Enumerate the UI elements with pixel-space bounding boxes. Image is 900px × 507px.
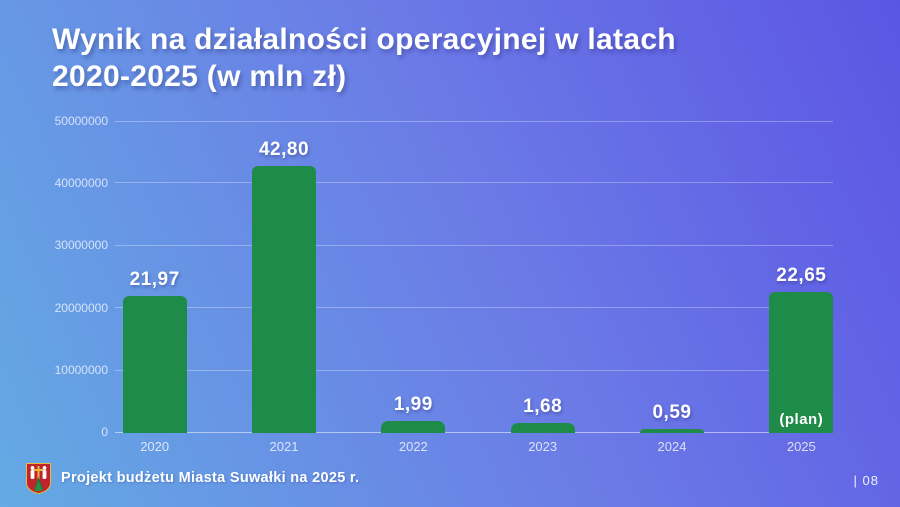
plan-annotation: (plan) — [779, 411, 824, 428]
x-tick-label: 2023 — [528, 439, 558, 454]
gridline-10m — [115, 370, 833, 371]
y-tick-label: 20000000 — [54, 301, 108, 315]
footer-text: Projekt budżetu Miasta Suwałki na 2025 r… — [61, 470, 360, 486]
bar-2020 — [122, 295, 187, 433]
y-tick-label: 50000000 — [54, 114, 108, 128]
bar-group-2021: 42,80 2021 — [219, 121, 348, 454]
gridline-20m — [115, 307, 833, 308]
gridline-30m — [115, 245, 833, 246]
bar-group-2023: 1,68 2023 — [478, 121, 607, 454]
page-number: | 08 — [853, 473, 879, 488]
slide-footer: Projekt budżetu Miasta Suwałki na 2025 r… — [0, 450, 900, 507]
y-tick-label: 30000000 — [54, 238, 108, 252]
y-tick-label: 40000000 — [54, 176, 108, 190]
bar-group-2024: 0,59 2024 — [607, 121, 736, 454]
suwalki-coat-of-arms-icon — [26, 463, 51, 494]
bar-2025: (plan) — [769, 291, 834, 433]
bars-row: 21,97 2020 42,80 2021 1,99 2022 1,68 202… — [90, 121, 866, 454]
bar-chart: 50000000 40000000 30000000 20000000 1000… — [0, 114, 900, 454]
bar-value-label: 0,59 — [652, 402, 692, 423]
bar-value-label: 1,68 — [523, 395, 563, 417]
bar-value-label: 21,97 — [129, 268, 180, 290]
gridline-50m — [115, 121, 833, 122]
x-tick-label: 2020 — [140, 439, 170, 454]
x-tick-label: 2024 — [657, 439, 687, 454]
y-tick-label: 0 — [101, 425, 108, 439]
x-tick-label: 2021 — [269, 439, 299, 454]
x-tick-label: 2025 — [786, 439, 816, 454]
gridline-40m — [115, 182, 833, 183]
bar-2023 — [510, 422, 575, 433]
slide-title: Wynik na działalności operacyjnej w lata… — [52, 23, 676, 93]
bar-value-label: 1,99 — [393, 393, 433, 415]
bar-2022 — [381, 420, 446, 433]
bar-2021 — [251, 165, 316, 433]
bar-2024 — [639, 429, 704, 433]
bar-value-label: 22,65 — [776, 264, 827, 286]
y-tick-label: 10000000 — [54, 363, 108, 377]
bar-group-2022: 1,99 2022 — [349, 121, 478, 454]
bar-group-2020: 21,97 2020 — [90, 121, 219, 454]
bar-value-label: 42,80 — [258, 138, 310, 160]
x-tick-label: 2022 — [398, 439, 428, 454]
x-axis-baseline — [115, 432, 833, 433]
bar-group-2025: 22,65 (plan) 2025 — [737, 121, 866, 454]
